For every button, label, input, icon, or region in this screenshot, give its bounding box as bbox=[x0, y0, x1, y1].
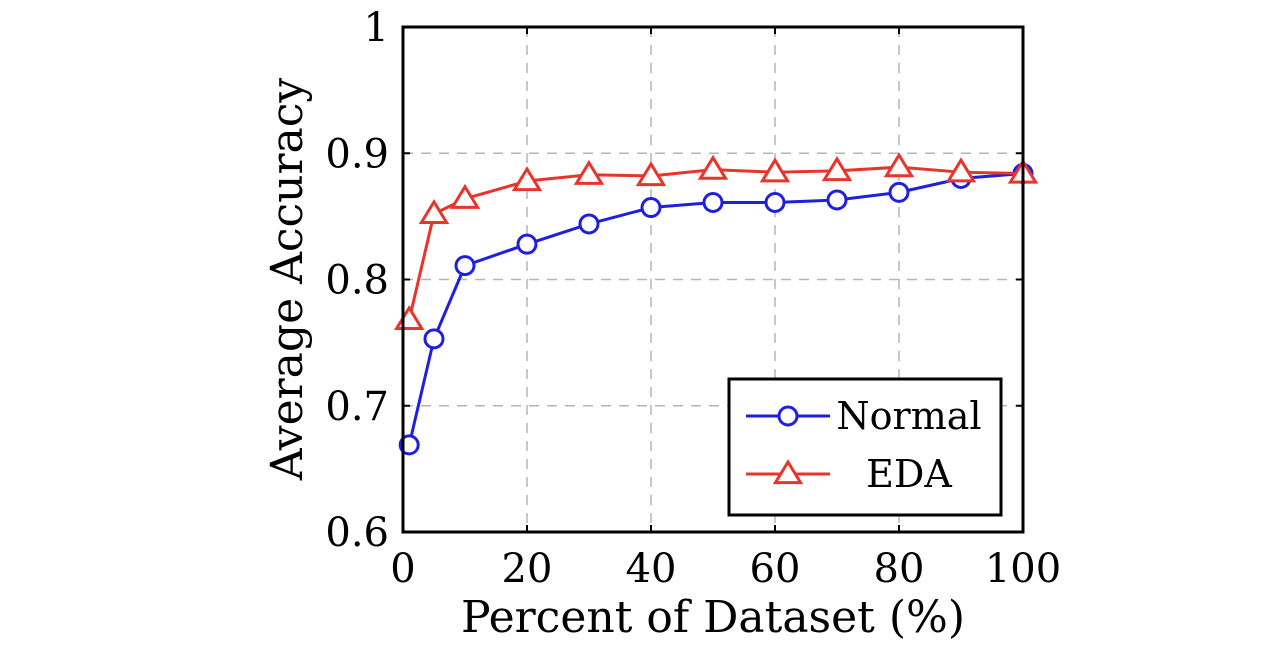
data-point-eda bbox=[697, 154, 729, 180]
legend-marker-normal bbox=[777, 405, 799, 427]
data-point-eda bbox=[759, 157, 791, 183]
y-tick-label: 0.8 bbox=[325, 258, 389, 304]
x-tick-label: 40 bbox=[626, 546, 677, 592]
y-tick-label: 0.7 bbox=[325, 384, 389, 430]
legend-item-eda: EDA bbox=[746, 452, 952, 496]
x-tick-label: 20 bbox=[502, 546, 553, 592]
data-point-eda bbox=[393, 305, 425, 331]
data-point-normal bbox=[454, 255, 476, 277]
series-line-eda bbox=[407, 165, 1024, 321]
data-point-normal bbox=[640, 197, 662, 219]
y-axis-label: Average Accuracy bbox=[262, 78, 313, 482]
data-point-eda bbox=[573, 159, 605, 185]
y-tick-label: 1 bbox=[364, 5, 389, 51]
series-line-normal bbox=[407, 171, 1024, 446]
data-point-eda bbox=[945, 157, 977, 183]
legend-label-normal: Normal bbox=[836, 394, 981, 438]
data-point-eda bbox=[511, 166, 543, 192]
series-eda bbox=[393, 152, 1039, 331]
legend-label-eda: EDA bbox=[866, 452, 952, 496]
x-tick-label: 80 bbox=[874, 546, 925, 592]
x-tick-label: 0 bbox=[390, 546, 415, 592]
data-point-normal bbox=[888, 181, 910, 203]
legend-marker-eda bbox=[772, 459, 804, 485]
legend: Normal EDA bbox=[727, 377, 1003, 517]
y-tick-label: 0.6 bbox=[325, 510, 389, 556]
data-point-normal bbox=[516, 233, 538, 255]
x-tick-label: 100 bbox=[985, 546, 1061, 592]
x-axis-label: Percent of Dataset (%) bbox=[461, 592, 965, 643]
legend-item-normal: Normal bbox=[746, 394, 982, 438]
legend-items: Normal EDA bbox=[746, 394, 982, 496]
y-tick-label: 0.9 bbox=[325, 131, 389, 177]
data-point-normal bbox=[702, 191, 724, 213]
data-point-normal bbox=[826, 189, 848, 211]
data-point-eda bbox=[449, 183, 481, 209]
axis-ticks: 0 20 40 60 80 100 0.6 0.7 0.8 0.9 1 bbox=[325, 5, 1061, 592]
data-point-normal bbox=[398, 434, 420, 456]
legend-box bbox=[727, 377, 1003, 517]
data-point-normal bbox=[578, 213, 600, 235]
data-point-eda bbox=[883, 152, 915, 178]
data-point-eda bbox=[418, 198, 450, 224]
data-point-eda bbox=[635, 161, 667, 187]
data-point-normal bbox=[764, 191, 786, 213]
x-tick-label: 60 bbox=[750, 546, 801, 592]
data-point-normal bbox=[423, 328, 445, 350]
data-point-eda bbox=[821, 156, 853, 182]
